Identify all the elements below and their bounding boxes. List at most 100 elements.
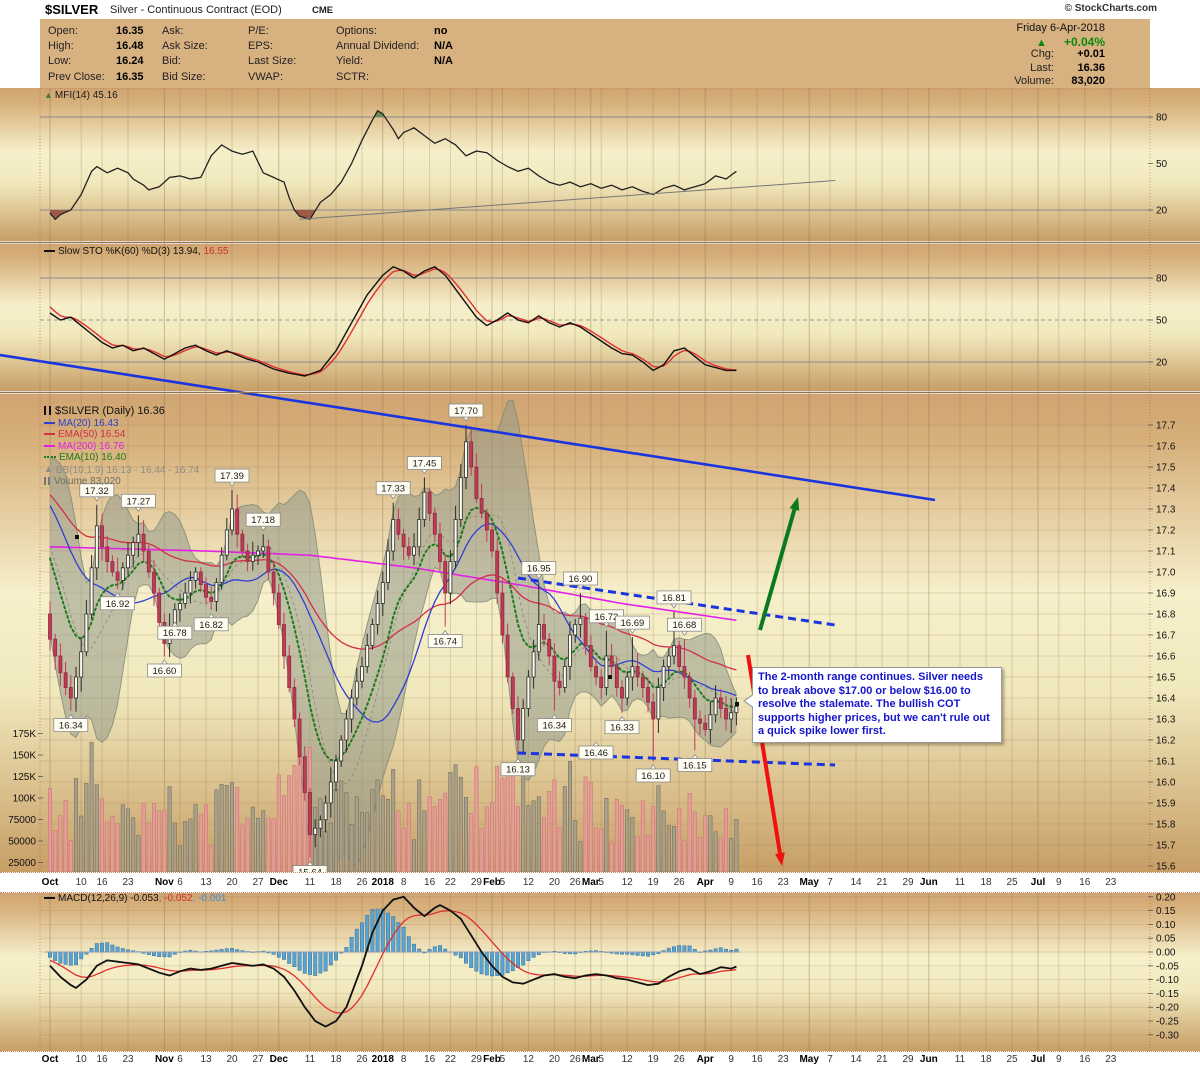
macd-histogram-bar bbox=[115, 946, 120, 953]
svg-text:16.69: 16.69 bbox=[621, 618, 645, 629]
volume-bar bbox=[536, 796, 541, 872]
y-axis-label: -0.15 bbox=[1156, 989, 1179, 1000]
annotation-handle[interactable] bbox=[75, 535, 79, 539]
volume-bar bbox=[474, 766, 479, 872]
x-axis-tick: 18 bbox=[330, 877, 342, 888]
price-callout: 16.69 bbox=[615, 615, 650, 634]
candle bbox=[453, 519, 458, 562]
svg-text:16.34: 16.34 bbox=[59, 721, 83, 732]
candle bbox=[708, 714, 713, 730]
candle bbox=[240, 533, 245, 552]
copyright-link[interactable]: © StockCharts.com bbox=[1064, 3, 1157, 14]
quote-col-options: Options: no Annual Dividend: N/A Yield: N/A SC… bbox=[336, 25, 453, 86]
candle bbox=[599, 676, 604, 688]
volume-bar bbox=[271, 818, 276, 872]
volume-bar bbox=[204, 804, 208, 872]
candle bbox=[542, 624, 546, 640]
volume-bar bbox=[219, 784, 224, 872]
quote-field: Ask: bbox=[162, 25, 184, 37]
last-label: Last: bbox=[1030, 61, 1054, 74]
macd-histogram-bar bbox=[469, 951, 474, 968]
x-axis-top-strip: Oct 10 16 23 Nov 6 13 20 27 Dec 11 18 26 2018 8 16 22 29 F… bbox=[0, 872, 1200, 893]
x-axis-tick: May bbox=[799, 877, 819, 888]
macd-histogram-bar bbox=[354, 928, 359, 953]
y-axis-label: 17.7 bbox=[1156, 421, 1176, 432]
volume-bar bbox=[292, 765, 297, 872]
y-axis-label: 15.6 bbox=[1156, 862, 1176, 873]
blue-trendline[interactable] bbox=[0, 353, 936, 502]
line-icon bbox=[44, 444, 55, 447]
price-callout: 16.34 bbox=[537, 713, 572, 732]
legend-row: MA(20) 16.43 bbox=[44, 418, 199, 430]
sto-legend-text: Slow STO %K(60) %D(3) 13.94, bbox=[58, 246, 201, 257]
volume-bar bbox=[48, 788, 52, 872]
tri-icon: ▲ bbox=[44, 463, 53, 474]
candle bbox=[328, 781, 333, 804]
candle bbox=[334, 760, 338, 783]
volume-bar bbox=[297, 756, 302, 872]
volume-axis-label: 125K bbox=[13, 772, 37, 783]
annotation-handle[interactable] bbox=[735, 702, 739, 706]
candle bbox=[583, 617, 588, 646]
svg-text:17.33: 17.33 bbox=[381, 484, 405, 495]
volume-bar bbox=[287, 775, 292, 872]
x-axis-tick: Oct bbox=[41, 1054, 59, 1065]
macd-histogram-bar bbox=[63, 951, 68, 965]
volume-bar bbox=[334, 789, 338, 872]
volume-bar bbox=[370, 789, 375, 872]
x-axis-tick: 8 bbox=[400, 877, 407, 888]
quote-field: Options: no bbox=[336, 25, 448, 37]
vol-icon bbox=[44, 476, 51, 485]
macd-histogram-bar bbox=[308, 951, 312, 975]
quote-field: Last Size: bbox=[248, 55, 297, 68]
green-up-arrow[interactable] bbox=[758, 502, 799, 631]
volume-bar bbox=[198, 813, 203, 872]
volume-bar bbox=[328, 822, 333, 872]
dotted-icon bbox=[44, 456, 56, 459]
chart-header: $SILVER Silver - Continuous Contract (EO… bbox=[0, 0, 1200, 19]
x-axis-tick: 29 bbox=[902, 1054, 914, 1065]
x-axis-tick: 7 bbox=[827, 877, 833, 888]
volume-bar bbox=[427, 796, 432, 872]
x-axis-tick: 20 bbox=[548, 877, 560, 888]
annotation-handle[interactable] bbox=[608, 675, 612, 679]
candle bbox=[178, 603, 182, 611]
up-arrow-icon: ▲ bbox=[1036, 37, 1047, 50]
candle bbox=[521, 708, 526, 741]
candle bbox=[375, 603, 380, 625]
x-axis-tick: 22 bbox=[444, 1054, 456, 1065]
candle bbox=[380, 582, 385, 604]
panel-background bbox=[0, 891, 1200, 1051]
x-axis-tick: 23 bbox=[1105, 1054, 1117, 1065]
candle bbox=[552, 655, 557, 682]
sto-legend-red: 16.55 bbox=[203, 246, 229, 257]
volume-bar bbox=[448, 772, 453, 872]
y-axis-label: 16.6 bbox=[1156, 652, 1176, 663]
y-axis-label: 16.5 bbox=[1156, 673, 1176, 684]
quote-field: Yield: N/A bbox=[336, 55, 453, 68]
x-axis-tick: 23 bbox=[122, 1054, 134, 1065]
x-axis-tick: 27 bbox=[252, 877, 264, 888]
macd-line-icon bbox=[44, 897, 55, 899]
volume-bar bbox=[625, 809, 630, 872]
x-axis-tick: 29 bbox=[902, 877, 914, 888]
volume-bar bbox=[386, 798, 390, 872]
quote-field: Bid: bbox=[162, 55, 181, 68]
volume-bar bbox=[261, 810, 266, 872]
price-callout: 16.82 bbox=[193, 613, 229, 632]
price-callout: 17.27 bbox=[121, 493, 156, 512]
candle bbox=[152, 571, 156, 594]
macd-histogram-bar bbox=[464, 951, 468, 964]
price-panel bbox=[48, 399, 739, 872]
macd-histogram-bar bbox=[531, 951, 536, 958]
range-dashed-line[interactable] bbox=[517, 751, 836, 767]
macd-histogram-bar bbox=[380, 908, 385, 953]
x-axis-tick: 20 bbox=[226, 1054, 238, 1065]
volume-bar bbox=[604, 798, 609, 872]
x-axis-tick: 26 bbox=[356, 877, 368, 888]
x-axis-tick: 21 bbox=[876, 1054, 888, 1065]
annotation-callout[interactable]: The 2-month range continues. Silver need… bbox=[743, 667, 1002, 743]
volume-bar bbox=[105, 821, 110, 872]
candle bbox=[620, 687, 624, 699]
